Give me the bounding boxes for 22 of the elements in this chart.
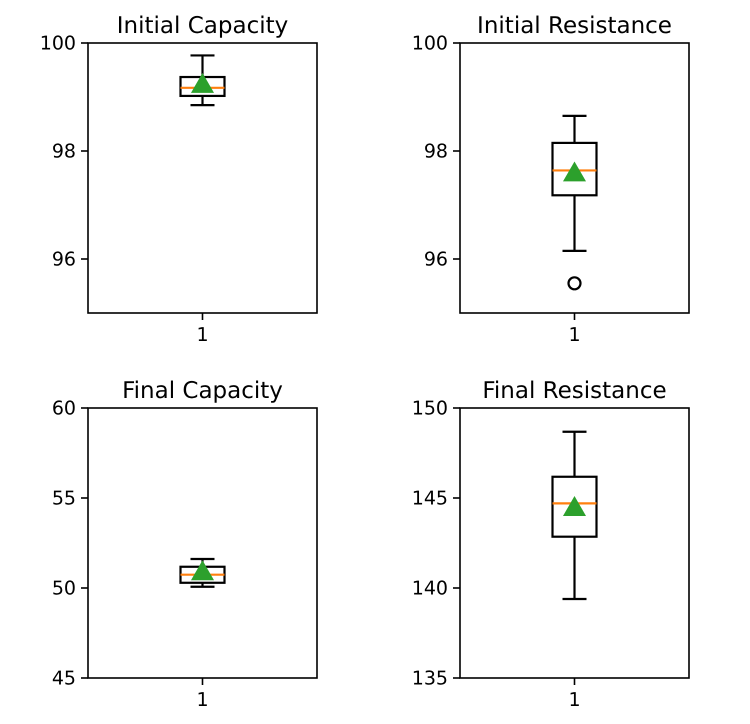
y-tick-label: 140 (412, 578, 448, 600)
y-tick-label: 135 (412, 668, 448, 690)
y-tick-label: 98 (424, 140, 448, 163)
x-tick-label: 1 (196, 689, 209, 711)
chart-title: Initial Capacity (116, 13, 288, 39)
y-tick-label: 45 (52, 668, 76, 690)
chart-title: Final Capacity (122, 378, 283, 404)
y-tick-label: 55 (52, 488, 76, 510)
x-tick-label: 1 (196, 324, 209, 346)
y-tick-label: 60 (52, 398, 76, 420)
y-tick-label: 100 (40, 32, 76, 55)
chart-title: Initial Resistance (477, 13, 672, 39)
y-tick-label: 150 (412, 398, 448, 420)
y-tick-label: 98 (52, 140, 76, 163)
y-tick-label: 96 (424, 248, 448, 271)
y-tick-label: 50 (52, 578, 76, 600)
chart-title: Final Resistance (482, 378, 667, 404)
y-tick-label: 100 (412, 32, 448, 55)
y-tick-label: 145 (412, 488, 448, 510)
x-tick-label: 1 (568, 324, 581, 346)
y-tick-label: 96 (52, 248, 76, 271)
x-tick-label: 1 (568, 689, 581, 711)
